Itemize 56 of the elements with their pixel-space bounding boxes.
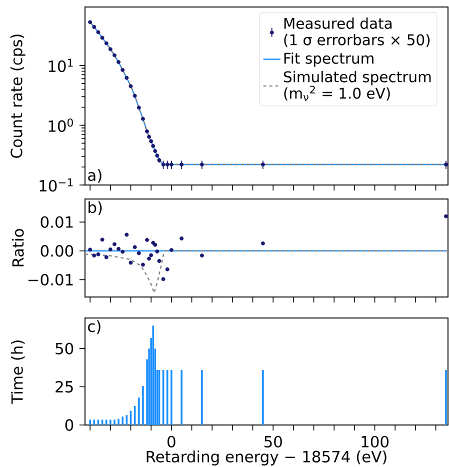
point (147, 256, 152, 261)
y-tick-label: 10$^{0}$ (48, 118, 73, 132)
point (100, 238, 104, 242)
y-tick-label: 0 (65, 419, 74, 431)
legend-label: Simulated spectrum (m$_{ν}$$^{2}$ = 1.0 eV) (284, 70, 431, 101)
point (149, 253, 154, 258)
annotation: c) (88, 320, 100, 334)
point (153, 242, 158, 247)
x-tick-label: 50 (264, 436, 282, 448)
point (128, 260, 133, 265)
annotation: a) (88, 169, 102, 183)
x-tick-label: 100 (362, 436, 388, 448)
legend-label: Fit spectrum (284, 52, 374, 67)
point (124, 232, 129, 237)
y-tick-label: 25 (56, 380, 73, 393)
point (88, 248, 92, 252)
point (260, 241, 265, 246)
point (161, 162, 166, 167)
point (136, 251, 141, 256)
y-tick-label: 0.00 (40, 245, 74, 257)
point (169, 162, 174, 167)
point (180, 236, 184, 240)
point (104, 255, 108, 260)
y-tick-label: 50 (56, 342, 74, 354)
y-axis-title: Ratio (12, 229, 24, 266)
legend-label: Measured data (1 σ errorbars × 50) (284, 18, 430, 48)
y-tick-label: 0.01 (40, 216, 73, 228)
y-axis-title: Count rate (cps) (10, 34, 26, 158)
point (444, 214, 448, 218)
point (260, 162, 265, 167)
point (444, 162, 448, 167)
x-tick-label: 0 (168, 436, 176, 448)
point (165, 267, 170, 272)
point (180, 162, 184, 167)
point (200, 253, 204, 258)
point (108, 247, 112, 252)
y-tick-label: −0.01 (28, 274, 73, 286)
y-axis-title: Time (h) (10, 340, 25, 404)
point (161, 277, 166, 282)
point (155, 249, 160, 254)
point (116, 246, 121, 251)
y-tick-label: 10$^{−1}$ (40, 178, 73, 192)
point (96, 252, 100, 256)
point (165, 162, 170, 167)
annotation: b) (88, 201, 102, 215)
point (145, 238, 150, 242)
point (120, 250, 125, 254)
point (140, 262, 145, 267)
y-tick-label: 10$^{1}$ (48, 58, 73, 72)
point (112, 242, 116, 246)
x-axis-title: Retarding energy − 18574 (eV) (146, 450, 386, 466)
point (200, 162, 204, 167)
point (157, 258, 162, 263)
point (169, 248, 174, 252)
point (132, 245, 137, 250)
point (92, 253, 96, 258)
